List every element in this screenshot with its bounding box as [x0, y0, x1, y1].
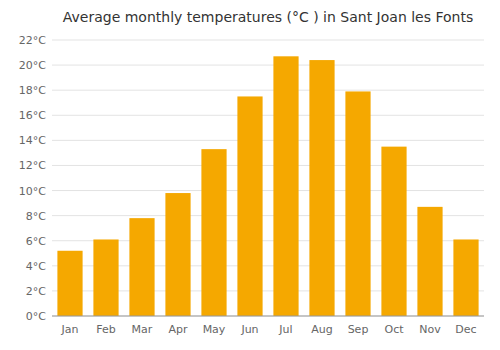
bar: [201, 149, 226, 316]
bar: [129, 218, 154, 316]
grid: [52, 40, 484, 316]
bar: [453, 239, 478, 316]
x-tick-label: Apr: [168, 323, 188, 336]
grid-line: [52, 190, 484, 191]
bar: [237, 96, 262, 316]
y-tick-label: 20°C: [19, 59, 46, 72]
bar: [165, 193, 190, 316]
bar: [93, 239, 118, 316]
grid-line: [52, 40, 484, 41]
x-tick-label: Oct: [384, 323, 404, 336]
grid-line: [52, 140, 484, 141]
title: Average monthly temperatures (°C ) in Sa…: [63, 9, 473, 25]
x-tick-label: Sep: [348, 323, 369, 336]
y-tick-label: 6°C: [26, 235, 46, 248]
y-tick-label: 16°C: [19, 109, 46, 122]
y-tick-label: 0°C: [26, 310, 46, 323]
grid-line: [52, 65, 484, 66]
y-tick-label: 18°C: [19, 84, 46, 97]
y-tick-label: 10°C: [19, 185, 46, 198]
bar: [417, 207, 442, 316]
y-tick-label: 4°C: [26, 260, 46, 273]
x-tick-label: Aug: [311, 323, 332, 336]
bar: [345, 91, 370, 316]
y-tick-label: 8°C: [26, 210, 46, 223]
x-tick-label: Jul: [278, 323, 292, 336]
x-tick-label: Mar: [132, 323, 153, 336]
bars: [57, 56, 478, 316]
grid-line: [52, 115, 484, 116]
x-tick-label: Dec: [455, 323, 476, 336]
bar: [381, 147, 406, 316]
y-tick-label: 12°C: [19, 159, 46, 172]
x-tick-label: Nov: [419, 323, 441, 336]
x-tick-label: Feb: [96, 323, 115, 336]
y-tick-label: 22°C: [19, 34, 46, 47]
x-axis-line: [52, 316, 484, 317]
grid-line: [52, 316, 484, 317]
bar: [57, 251, 82, 316]
chart: Average monthly temperatures (°C ) in Sa…: [0, 0, 500, 350]
x-tick-label: Jan: [61, 323, 79, 336]
x-tick-label: May: [203, 323, 226, 336]
y-tick-label: 2°C: [26, 285, 46, 298]
grid-line: [52, 165, 484, 166]
grid-line: [52, 90, 484, 91]
y-tick-label: 14°C: [19, 134, 46, 147]
x-tick-label: Jun: [240, 323, 258, 336]
bar: [273, 56, 298, 316]
bar: [309, 60, 334, 316]
